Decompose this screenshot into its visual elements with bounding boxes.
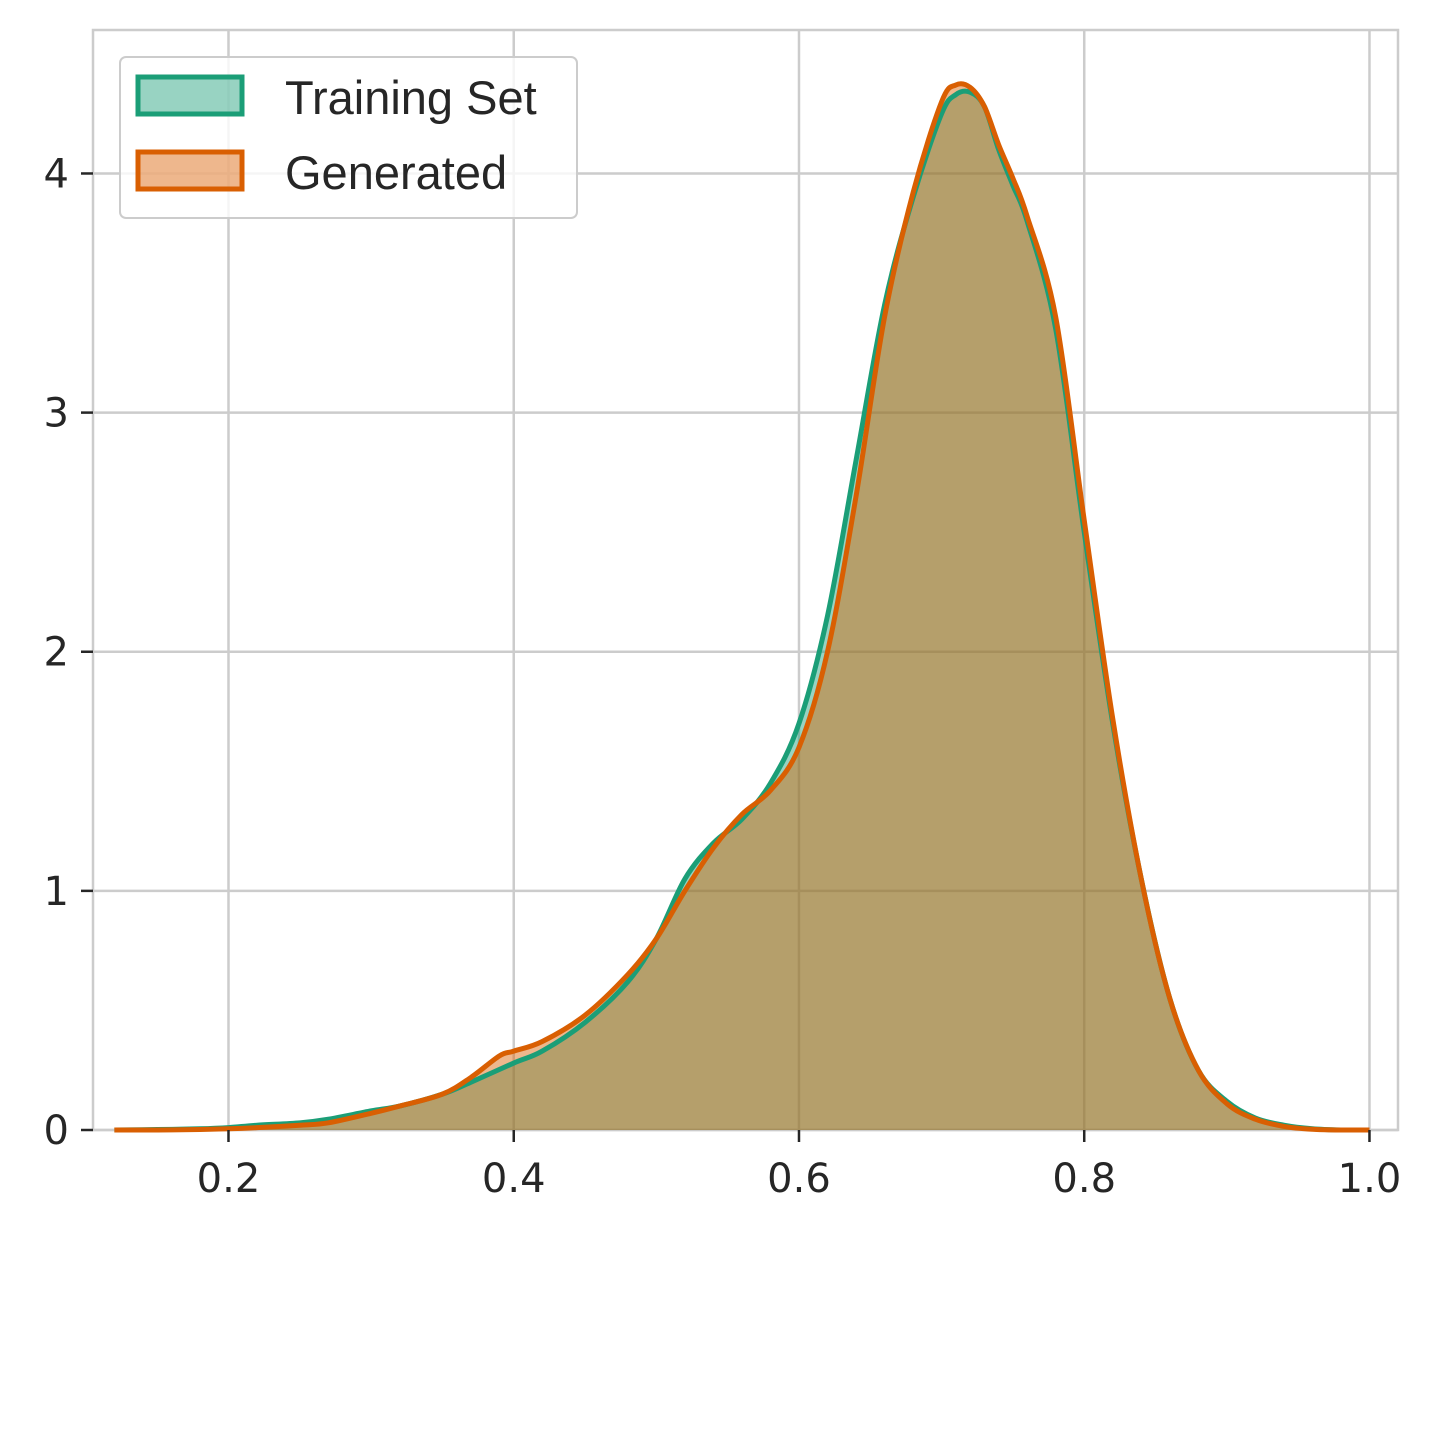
y-tick-label: 4	[44, 151, 69, 197]
y-tick-label: 3	[44, 391, 69, 437]
density-area-generated	[114, 83, 1370, 1130]
legend: Training Set Generated	[119, 56, 578, 219]
y-axis: 0 1 2 3 4	[44, 151, 93, 1154]
x-tick-label: 0.8	[1052, 1156, 1116, 1202]
y-tick-label: 1	[44, 869, 69, 915]
legend-box	[119, 56, 578, 219]
legend-label-generated: Generated	[285, 146, 507, 199]
legend-swatch-training-set	[135, 74, 245, 117]
y-tick-label: 2	[44, 630, 69, 676]
density-area-training-set	[114, 91, 1370, 1130]
x-tick-label: 0.6	[767, 1156, 831, 1202]
density-lines	[114, 81, 1370, 1133]
legend-swatch-generated	[135, 149, 245, 192]
y-tick-label: 0	[44, 1108, 69, 1154]
density-line-generated	[114, 81, 1370, 1133]
x-tick-label: 0.4	[482, 1156, 546, 1202]
density-areas	[114, 83, 1370, 1130]
x-tick-label: 0.2	[197, 1156, 261, 1202]
x-axis: 0.2 0.4 0.6 0.8 1.0	[197, 1130, 1402, 1202]
x-tick-label: 1.0	[1338, 1156, 1402, 1202]
legend-label-training-set: Training Set	[285, 71, 537, 124]
